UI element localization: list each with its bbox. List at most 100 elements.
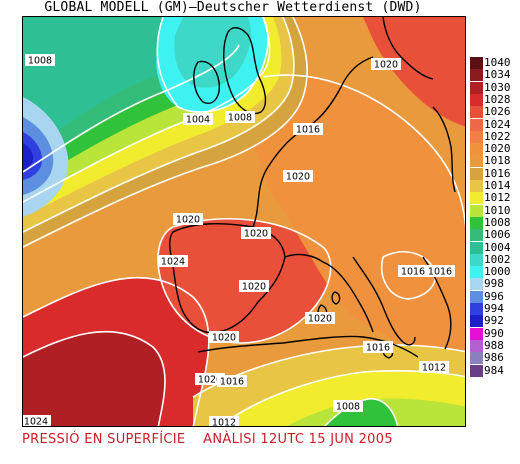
field-1028: [23, 331, 165, 426]
svg-text:1016: 1016: [428, 267, 452, 278]
legend-row: 996: [470, 289, 520, 303]
legend-label: 1034: [484, 68, 511, 82]
svg-text:1020: 1020: [286, 172, 310, 183]
isobar-label: 1012: [419, 361, 449, 374]
isobar-label: 1024: [23, 415, 51, 426]
isobar-label: 1008: [333, 400, 363, 413]
legend-row: 1034: [470, 68, 520, 82]
legend-swatch: [470, 118, 483, 131]
isobar-label: 1004: [183, 113, 213, 126]
isobar-labels: 1008 1004 1008 1016 1020 1020 1020 1020 …: [23, 54, 455, 426]
isobar-label: 1008: [225, 111, 255, 124]
legend-row: 1012: [470, 191, 520, 205]
svg-text:1020: 1020: [374, 60, 398, 71]
legend-label: 1012: [484, 191, 511, 205]
legend-swatch: [470, 81, 483, 94]
legend-row: 1000: [470, 266, 520, 279]
legend-swatch: [470, 327, 483, 340]
field-1008-south: [324, 398, 398, 426]
legend-label: 1026: [484, 105, 511, 119]
legend-swatch: [470, 180, 483, 192]
legend-label: 990: [484, 326, 504, 340]
legend-row: 994: [470, 303, 520, 315]
legend-swatch: [470, 167, 483, 180]
legend-row: 1028: [470, 92, 520, 106]
pressure-map: 1008 1004 1008 1016 1020 1020 1020 1020 …: [22, 16, 466, 427]
field-1002: [174, 17, 251, 88]
isobar-label: 1024: [158, 255, 188, 268]
legend-row: 1040: [470, 57, 520, 69]
field-992: [23, 143, 33, 170]
legend-label: 1002: [484, 252, 511, 266]
legend-row: 992: [470, 315, 520, 328]
legend-swatch: [470, 155, 483, 168]
svg-text:1008: 1008: [336, 402, 360, 413]
isobars: [23, 17, 465, 426]
map-title: GLOBAL MODELL (GM)—Deutscher Wetterdiens…: [44, 0, 422, 15]
legend-label: 984: [484, 363, 504, 377]
legend-swatch: [470, 278, 483, 291]
svg-text:1016: 1016: [220, 377, 244, 388]
legend-swatch: [470, 69, 483, 82]
svg-text:1020: 1020: [198, 375, 222, 386]
svg-text:1020: 1020: [242, 282, 266, 293]
legend-row: 1010: [470, 203, 520, 217]
svg-text:1020: 1020: [244, 229, 268, 240]
legend-row: 988: [470, 338, 520, 352]
svg-text:1004: 1004: [186, 115, 210, 126]
svg-text:1020: 1020: [308, 314, 332, 325]
legend-label: 1040: [484, 56, 511, 69]
field-1022-ne: [363, 17, 465, 127]
svg-text:1016: 1016: [296, 125, 320, 136]
isobar-label: 1016: [398, 265, 428, 278]
legend-label: 1010: [484, 203, 511, 217]
legend-label: 998: [484, 277, 504, 291]
legend-swatch: [470, 303, 483, 315]
legend-label: 988: [484, 338, 504, 352]
legend-swatch: [470, 315, 483, 328]
legend-row: 984: [470, 363, 520, 377]
svg-text:1020: 1020: [176, 215, 200, 226]
legend-swatch: [470, 204, 483, 217]
legend-swatch: [470, 130, 483, 143]
legend-row: 1024: [470, 118, 520, 131]
isobar-label: 1016: [363, 341, 393, 354]
legend-label: 1004: [484, 240, 511, 254]
legend-label: 1018: [484, 154, 511, 168]
svg-text:1016: 1016: [401, 267, 425, 278]
field-1020: [252, 75, 465, 350]
legend-row: 1022: [470, 129, 520, 143]
legend-label: 996: [484, 289, 504, 303]
legend-label: 994: [484, 302, 504, 315]
legend-swatch: [470, 290, 483, 303]
legend-swatch: [470, 253, 483, 266]
svg-text:1016: 1016: [366, 343, 390, 354]
legend-label: 1014: [484, 179, 511, 192]
legend-swatch: [470, 192, 483, 205]
legend-row: 1030: [470, 80, 520, 94]
legend-label: 1028: [484, 92, 511, 106]
isobar-label: 1020: [239, 280, 269, 293]
legend-label: 1030: [484, 80, 511, 94]
legend-label: 1008: [484, 215, 511, 229]
legend-row: 1026: [470, 105, 520, 119]
legend-label: 1016: [484, 166, 511, 180]
legend-swatch: [470, 339, 483, 352]
isobar-label: 1020: [209, 331, 239, 344]
svg-text:1008: 1008: [28, 56, 52, 67]
legend-label: 1006: [484, 228, 511, 242]
svg-text:1024: 1024: [161, 257, 185, 268]
legend-row: 1006: [470, 228, 520, 242]
legend-row: 986: [470, 352, 520, 365]
legend-row: 1018: [470, 154, 520, 168]
legend-row: 990: [470, 326, 520, 340]
legend-swatch: [470, 266, 483, 279]
legend-row: 1008: [470, 215, 520, 229]
isobar-label: 1016: [293, 123, 323, 136]
legend-swatch: [470, 241, 483, 254]
legend-row: 1014: [470, 180, 520, 192]
legend-label: 1022: [484, 129, 511, 143]
legend-row: 998: [470, 277, 520, 291]
isobar-label: 1016: [425, 265, 455, 278]
isobar-label: 1012: [209, 416, 239, 426]
